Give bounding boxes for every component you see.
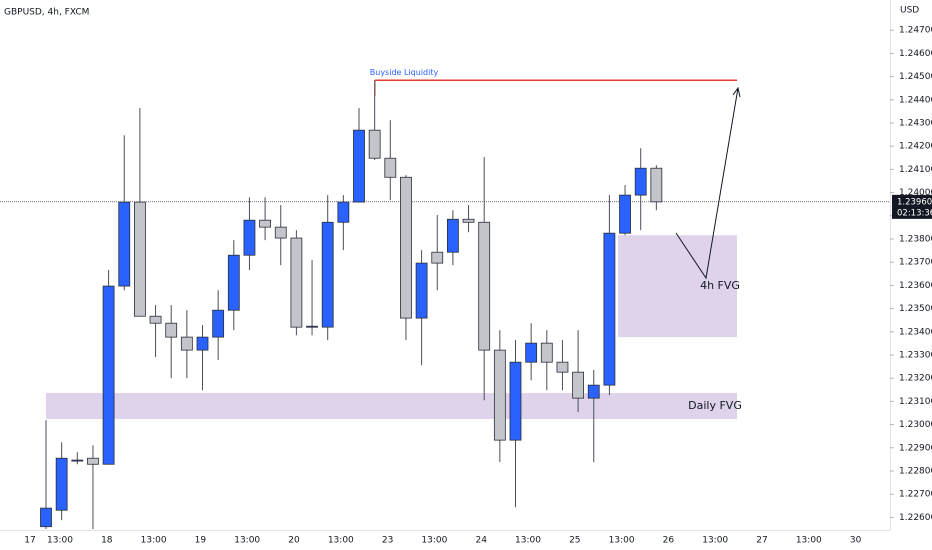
candle-body (634, 167, 647, 196)
x-tick-label: 18 (101, 536, 113, 546)
candle-body (274, 226, 287, 239)
current-price-label: 1.23960 (897, 197, 932, 207)
candle-body (165, 322, 178, 338)
x-tick-label: 13:00 (515, 536, 541, 546)
candle-body (102, 285, 115, 465)
y-tick-label: 1.23100 (899, 397, 932, 407)
x-tick-label: 24 (475, 536, 487, 546)
candle-body (493, 349, 506, 441)
candle-body (353, 129, 365, 203)
y-tick-label: 1.23200 (899, 374, 932, 384)
liquidity-label: Buyside Liquidity (370, 68, 439, 77)
candle-body (290, 237, 303, 328)
x-tick-label: 30 (850, 536, 862, 546)
y-tick-label: 1.24000 (899, 188, 932, 198)
candle-body (572, 371, 584, 399)
x-tick-label: 13:00 (328, 536, 354, 546)
candle-body (337, 201, 350, 223)
x-tick-label: 27 (756, 536, 767, 546)
y-tick-label: 1.22700 (899, 490, 932, 500)
x-tick-label: 13:00 (421, 536, 447, 546)
y-tick-label: 1.23600 (899, 281, 932, 291)
candle-body (180, 336, 193, 351)
x-tick-label: 13:00 (47, 536, 73, 546)
candle-body (306, 325, 318, 328)
candle-body (400, 176, 412, 319)
y-tick-label: 1.24100 (899, 165, 932, 175)
candle-body (196, 336, 209, 351)
y-tick-label: 1.22900 (899, 443, 932, 453)
axis-unit: USD (900, 6, 919, 16)
candle-body (227, 254, 240, 311)
candle-body (556, 361, 569, 373)
countdown-label: 02:13:36 (897, 208, 932, 218)
candle-body (71, 459, 84, 462)
x-tick-label: 23 (382, 536, 393, 546)
y-tick-label: 1.24400 (899, 95, 932, 105)
candle-body (118, 201, 131, 287)
x-tick-label: 13:00 (796, 536, 822, 546)
x-tick-label: 20 (288, 536, 300, 546)
x-tick-label: 13:00 (234, 536, 260, 546)
candle-body (462, 218, 475, 223)
x-tick-label: 13:00 (609, 536, 635, 546)
x-tick-label: 19 (195, 536, 207, 546)
candle-body (55, 457, 68, 511)
y-tick-label: 1.23800 (899, 234, 932, 244)
arrow-head (732, 86, 741, 98)
candle-body (40, 507, 52, 528)
candle-body (650, 167, 663, 203)
y-tick-label: 1.24600 (899, 49, 932, 59)
y-tick-label: 1.24300 (899, 118, 932, 128)
y-tick-label: 1.24700 (899, 26, 932, 36)
fvg-zone (618, 235, 737, 338)
y-tick-label: 1.23400 (899, 327, 932, 337)
candle-body (431, 251, 444, 264)
candle-body (133, 201, 146, 317)
x-tick-label: 17 (24, 536, 35, 546)
candle-body (321, 221, 334, 328)
y-tick-label: 1.22600 (899, 513, 932, 523)
candle-body (446, 218, 459, 253)
candle-body (603, 232, 616, 386)
x-tick-label: 13:00 (702, 536, 728, 546)
y-tick-label: 1.24200 (899, 142, 932, 152)
zone-label: 4h FVG (700, 279, 740, 292)
candle-body (149, 315, 162, 324)
candle-body (478, 221, 491, 351)
y-tick-label: 1.23700 (899, 258, 932, 268)
candle-body (243, 219, 256, 256)
y-tick-label: 1.22800 (899, 466, 932, 476)
y-tick-label: 1.24500 (899, 72, 932, 82)
candle-body (509, 361, 522, 441)
x-tick-label: 13:00 (141, 536, 167, 546)
fvg-zone (46, 393, 737, 420)
x-tick-label: 26 (663, 536, 675, 546)
candle-body (259, 219, 272, 228)
x-tick-label: 25 (569, 536, 580, 546)
chart-title: GBPUSD, 4h, FXCM (4, 8, 89, 18)
candle-body (384, 157, 397, 178)
y-tick-label: 1.23500 (899, 304, 932, 314)
candle-body (525, 342, 538, 363)
candle-body (415, 262, 428, 319)
candle-body (587, 384, 600, 399)
candle-body (368, 129, 381, 159)
candle-body (87, 457, 99, 465)
y-tick-label: 1.23000 (899, 420, 932, 430)
projection-arrow (675, 87, 739, 280)
current-price-box (892, 194, 932, 219)
candle-body (212, 309, 225, 338)
candle-body (619, 194, 631, 234)
y-tick-label: 1.23300 (899, 350, 932, 360)
candle-body (540, 342, 553, 363)
zone-label: Daily FVG (688, 399, 742, 412)
